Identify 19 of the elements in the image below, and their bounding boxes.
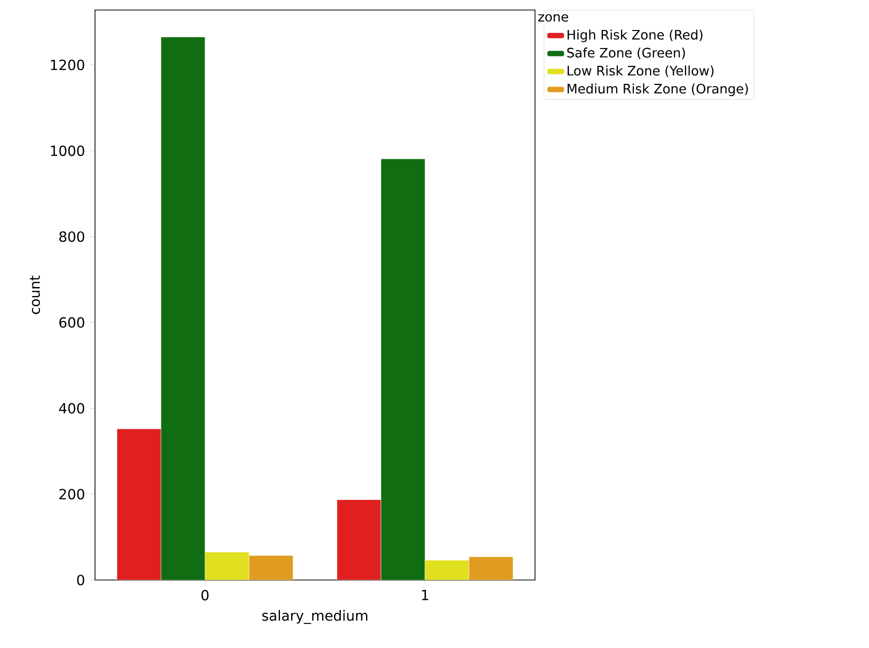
y-tick-label: 600 (59, 317, 84, 328)
bar (204, 552, 250, 580)
x-axis-title: salary_medium (262, 610, 368, 624)
bar (424, 560, 470, 580)
y-axis-title: count (30, 276, 40, 314)
legend-label: Safe Zone (Green) (567, 48, 685, 60)
legend-label: Low Risk Zone (Yellow) (568, 66, 714, 78)
y-tick-label: 400 (59, 403, 84, 414)
y-tick-label: 0 (77, 574, 84, 586)
legend-label: High Risk Zone (Red) (568, 30, 702, 42)
bar (248, 555, 294, 580)
y-tick-label: 1000 (51, 145, 84, 156)
legend-label: Medium Risk Zone (Orange) (568, 84, 748, 96)
bar (468, 556, 514, 580)
legend-title: zone (538, 14, 568, 22)
y-tick-label: 1200 (51, 60, 84, 70)
x-tick-label: 1 (422, 590, 428, 600)
y-tick-label: 800 (59, 231, 84, 242)
y-tick-label: 200 (59, 488, 84, 500)
